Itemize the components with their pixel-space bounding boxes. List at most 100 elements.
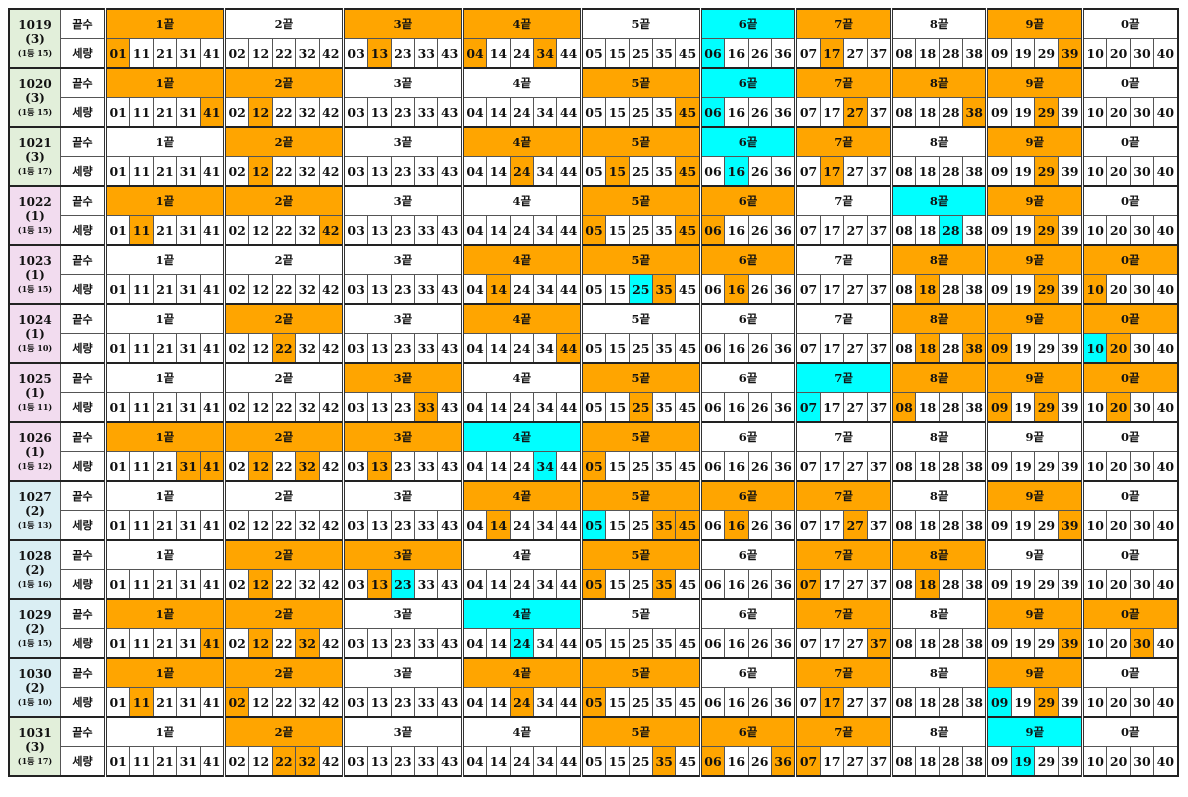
number-cell: 06	[698, 215, 726, 246]
number-cell: 33	[414, 510, 439, 541]
header-row-label: 끝수	[60, 244, 106, 275]
number-cell: 26	[747, 215, 772, 246]
ending-digit-header: 6끝	[698, 8, 797, 39]
ending-digit-header: 8끝	[889, 598, 988, 629]
number-cell: 45	[675, 274, 701, 305]
number-cell: 19	[1010, 451, 1036, 482]
header-row-label: 끝수	[60, 67, 106, 98]
number-cell: 19	[1010, 746, 1036, 777]
number-cell: 19	[1010, 628, 1036, 659]
number-cell: 28	[938, 628, 964, 659]
number-cell: 22	[271, 451, 297, 482]
number-cell: 05	[579, 510, 607, 541]
number-cell: 34	[533, 451, 558, 482]
number-cell: 08	[889, 333, 917, 364]
number-cell: 20	[1106, 156, 1131, 187]
number-cell: 20	[1106, 628, 1131, 659]
number-cell: 41	[199, 274, 225, 305]
number-cell: 30	[1129, 333, 1155, 364]
number-cell: 13	[367, 38, 392, 69]
number-cell: 20	[1106, 392, 1131, 423]
round-note: (1등 17)	[17, 755, 53, 766]
number-cell: 38	[962, 333, 988, 364]
number-cell: 43	[437, 215, 463, 246]
number-cell: 05	[579, 333, 607, 364]
number-cell: 11	[129, 628, 154, 659]
number-cell: 39	[1057, 451, 1084, 482]
number-cell: 15	[605, 392, 630, 423]
number-cell: 26	[747, 333, 772, 364]
round-number-row: 세량 01 11 21 31 41 02 12 22 32 42 03 13 23 33 43 04 14 24 34…	[9, 97, 1179, 128]
number-cell: 43	[437, 687, 463, 718]
number-cell: 21	[152, 333, 178, 364]
number-cell: 28	[938, 97, 964, 128]
number-cell: 20	[1106, 97, 1131, 128]
ending-digit-header: 6끝	[698, 362, 797, 393]
number-cell: 12	[248, 687, 273, 718]
number-cell: 36	[770, 569, 797, 600]
round-note: (1등 15)	[17, 637, 53, 648]
number-cell: 26	[747, 569, 772, 600]
number-cell: 43	[437, 333, 463, 364]
number-cell: 38	[962, 746, 988, 777]
number-cell: 09	[985, 510, 1012, 541]
number-cell: 29	[1034, 156, 1059, 187]
number-cell: 21	[152, 156, 178, 187]
number-cell: 42	[318, 156, 344, 187]
number-cell: 35	[651, 628, 677, 659]
ending-digit-header: 1끝	[104, 657, 225, 688]
number-cell: 39	[1057, 510, 1084, 541]
ending-digit-header: 1끝	[104, 421, 225, 452]
number-cell: 12	[248, 333, 273, 364]
number-cell: 12	[248, 97, 273, 128]
ending-digit-header: 0끝	[1081, 716, 1179, 747]
ending-digit-header: 7끝	[794, 185, 892, 216]
number-cell: 29	[1034, 333, 1059, 364]
header-row-label: 끝수	[60, 8, 106, 39]
number-cell: 42	[318, 274, 344, 305]
number-cell: 26	[747, 451, 772, 482]
number-cell: 08	[889, 569, 917, 600]
number-cell: 32	[295, 97, 320, 128]
number-cell: 27	[843, 392, 868, 423]
ending-digit-header: 4끝	[460, 598, 582, 629]
number-cell: 08	[889, 156, 917, 187]
number-cell: 16	[724, 687, 749, 718]
number-cell: 41	[199, 451, 225, 482]
number-cell: 07	[794, 510, 821, 541]
number-cell: 14	[486, 687, 511, 718]
number-cell: 17	[819, 38, 845, 69]
number-cell: 45	[675, 569, 701, 600]
number-cell: 16	[724, 392, 749, 423]
number-cell: 37	[866, 97, 892, 128]
number-cell: 31	[176, 569, 201, 600]
number-cell: 23	[390, 569, 416, 600]
number-cell: 02	[222, 274, 250, 305]
number-cell: 27	[843, 215, 868, 246]
number-cell: 27	[843, 687, 868, 718]
number-cell: 29	[1034, 451, 1059, 482]
number-cell: 11	[129, 215, 154, 246]
number-cell: 35	[651, 569, 677, 600]
number-cell: 07	[794, 392, 821, 423]
number-cell: 29	[1034, 687, 1059, 718]
number-cell: 05	[579, 569, 607, 600]
round-header-row: 1021 (3) (1등 17) 끝수 1끝 2끝 3끝 4끝 5끝 6끝 7끝 8끝 9끝 0끝	[8, 126, 1179, 187]
number-cell: 19	[1010, 569, 1036, 600]
number-cell: 10	[1080, 746, 1108, 777]
number-cell: 44	[556, 274, 582, 305]
round-note: (1등 13)	[17, 519, 53, 530]
number-cell: 37	[866, 510, 892, 541]
number-cell: 28	[938, 687, 964, 718]
number-cell: 23	[390, 274, 416, 305]
number-cell: 25	[628, 333, 653, 364]
number-cell: 02	[222, 510, 250, 541]
ending-digit-header: 7끝	[794, 8, 892, 39]
round-count: (1)	[25, 444, 45, 459]
number-cell: 39	[1057, 746, 1084, 777]
ending-digit-header: 8끝	[889, 126, 988, 157]
round-note: (1등 12)	[17, 460, 53, 471]
number-cell: 23	[390, 746, 416, 777]
number-cell: 04	[460, 510, 488, 541]
number-cell: 13	[367, 97, 392, 128]
